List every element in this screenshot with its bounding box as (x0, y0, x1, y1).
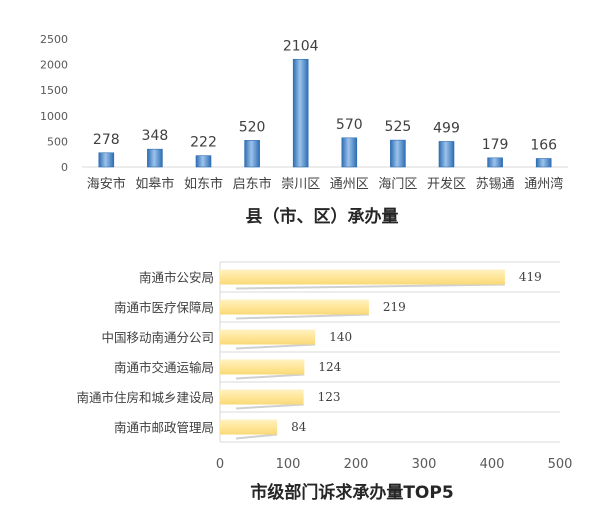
chart-title: 市级部门诉求承办量TOP5 (250, 482, 453, 503)
y-tick-label: 0 (61, 161, 68, 174)
data-labels: 419 219 140 124 123 84 (291, 270, 542, 434)
data-label: 2104 (283, 38, 319, 54)
bar (147, 148, 163, 168)
data-label: 140 (329, 330, 352, 344)
bar (438, 141, 455, 168)
bar (341, 137, 358, 168)
data-label: 179 (482, 137, 509, 153)
bar-shadow (236, 313, 369, 320)
y-tick-label: 2500 (40, 33, 68, 46)
data-labels: 278 348 222 520 2104 570 525 499 179 166 (93, 38, 557, 153)
y-tick-label: 500 (47, 135, 68, 148)
bar-shadow (236, 343, 316, 350)
data-label: 84 (291, 420, 307, 434)
y-tick-label: 1500 (40, 84, 68, 97)
data-label: 278 (93, 132, 120, 148)
county-volume-chart: 0 500 1000 1500 2000 2500 278 348 222 520 2104 570… (40, 33, 568, 227)
x-tick-label: 200 (344, 457, 369, 472)
bars (220, 269, 505, 440)
data-label: 570 (336, 117, 363, 133)
bar (220, 389, 304, 405)
department-top5-chart: 419 219 140 124 123 84 南通市公安局南通市医疗保障局中国移动南通分公… (76, 261, 573, 503)
bar-shadow (236, 433, 278, 440)
category-label: 南通市公安局 (139, 270, 214, 285)
data-label: 124 (318, 360, 341, 374)
bar-shadow (236, 283, 505, 290)
category-label: 如皋市 (135, 176, 174, 192)
category-label: 海门区 (378, 177, 417, 192)
data-label: 525 (385, 119, 412, 135)
x-tick-label: 300 (412, 457, 437, 472)
bar-shadow (236, 373, 305, 380)
category-label: 崇川区 (281, 177, 320, 192)
bar (244, 140, 260, 168)
bar (390, 139, 406, 168)
category-label: 苏锡通 (476, 176, 515, 192)
bar (98, 152, 115, 168)
bar (487, 157, 503, 168)
x-tick-label: 100 (276, 457, 301, 472)
bar (220, 269, 505, 285)
y-tick-label: 1000 (40, 110, 68, 123)
data-label: 348 (142, 128, 169, 144)
bars (98, 58, 552, 168)
data-label: 123 (318, 390, 341, 404)
category-label: 如东市 (184, 176, 223, 192)
y-axis-ticks: 0 500 1000 1500 2000 2500 (40, 33, 68, 174)
category-label: 南通市邮政管理局 (114, 420, 214, 435)
category-label: 中国移动南通分公司 (101, 330, 214, 345)
x-tick-label: 500 (548, 457, 573, 472)
category-label: 开发区 (427, 176, 466, 192)
category-label: 启东市 (233, 176, 272, 192)
category-labels: 南通市公安局南通市医疗保障局中国移动南通分公司南通市交通运输局南通市住房和城乡建… (76, 270, 214, 435)
data-label: 219 (383, 300, 406, 314)
x-axis-ticks: 0 100 200 300 400 500 (216, 457, 573, 472)
gridlines (219, 261, 560, 443)
x-tick-label: 400 (480, 457, 505, 472)
bar (220, 359, 305, 375)
chart-title: 县（市、区）承办量 (246, 206, 399, 227)
category-label: 通州湾 (524, 176, 563, 192)
bar (195, 155, 212, 168)
category-label: 南通市医疗保障局 (114, 300, 214, 315)
data-label: 419 (519, 270, 542, 284)
category-labels: 海安市 如皋市 如东市 启东市 崇川区 通州区 海门区 开发区 苏锡通 通州湾 (87, 176, 563, 192)
bar (220, 329, 316, 345)
data-label: 520 (239, 119, 266, 135)
x-tick-label: 0 (216, 457, 224, 472)
category-label: 南通市住房和城乡建设局 (76, 390, 214, 405)
bar (292, 58, 309, 168)
category-label: 南通市交通运输局 (114, 360, 214, 375)
category-label: 通州区 (330, 177, 369, 192)
data-label: 222 (190, 135, 217, 151)
y-tick-label: 2000 (40, 59, 68, 72)
category-label: 海安市 (87, 176, 126, 192)
bar-shadow (236, 403, 304, 410)
data-label: 499 (433, 120, 460, 136)
bar (535, 158, 552, 168)
bar (220, 419, 278, 435)
bar (220, 299, 369, 315)
data-label: 166 (530, 138, 557, 154)
